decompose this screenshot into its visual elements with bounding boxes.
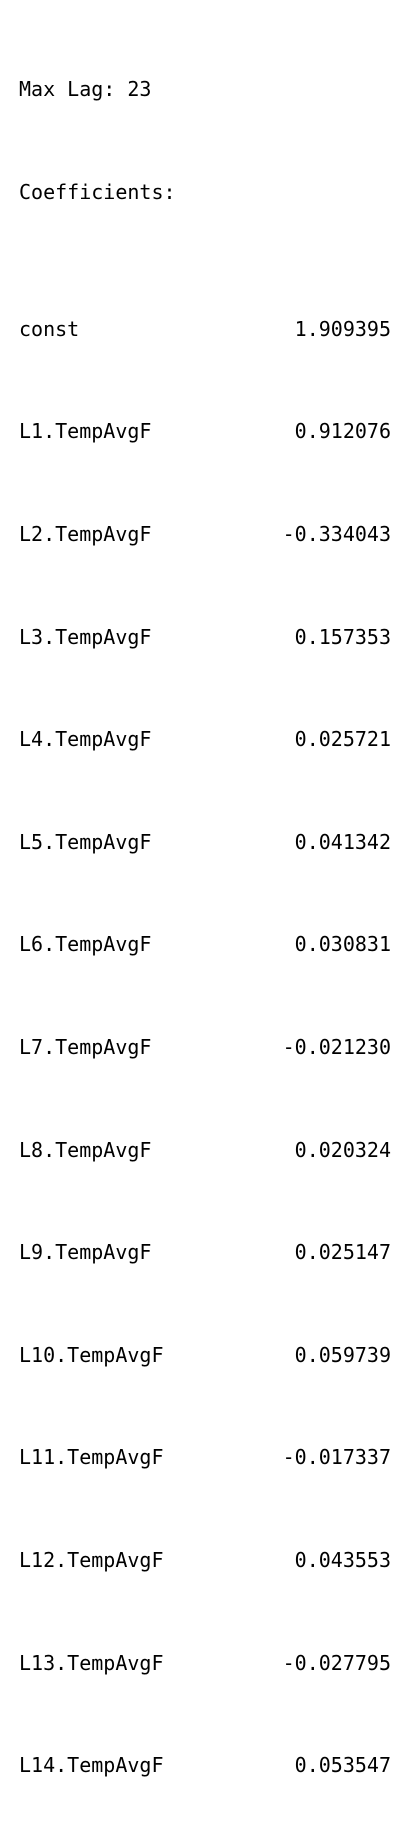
coef-name: L14.TempAvgF (19, 1753, 164, 1778)
coef-name: L7.TempAvgF (19, 1034, 152, 1059)
coef-row: L12.TempAvgF 0.043553 (19, 1543, 391, 1577)
coef-row: L1.TempAvgF 0.912076 (19, 414, 391, 448)
coef-value: 0.912076 (294, 419, 391, 444)
coef-name: L9.TempAvgF (19, 1240, 152, 1265)
coef-row: const 1.909395 (19, 312, 391, 346)
coef-name: L3.TempAvgF (19, 624, 152, 649)
coef-name: L2.TempAvgF (19, 521, 152, 546)
coef-name: const (19, 316, 80, 341)
coef-value: 0.020324 (294, 1137, 391, 1162)
coef-value: 0.030831 (294, 932, 391, 957)
coef-row: L2.TempAvgF -0.334043 (19, 517, 391, 551)
coef-row: L13.TempAvgF -0.027795 (19, 1646, 391, 1680)
max-lag-line: Max Lag: 23 (19, 77, 152, 102)
coef-value: 0.041342 (294, 829, 391, 854)
coef-row: L6.TempAvgF 0.030831 (19, 927, 391, 961)
coefficients-output: Max Lag: 23 Coefficients: const 1.909395 … (19, 4, 391, 1840)
coef-name: L13.TempAvgF (19, 1650, 164, 1675)
coef-value: 0.059739 (294, 1342, 391, 1367)
coef-row: L7.TempAvgF -0.021230 (19, 1030, 391, 1064)
coef-row: L5.TempAvgF 0.041342 (19, 825, 391, 859)
coefficients-heading: Coefficients: (19, 180, 176, 204)
coef-name: L11.TempAvgF (19, 1445, 164, 1470)
coef-value: -0.017337 (282, 1445, 391, 1470)
coef-row: L14.TempAvgF 0.053547 (19, 1748, 391, 1782)
coef-row: L11.TempAvgF -0.017337 (19, 1440, 391, 1474)
coef-name: L6.TempAvgF (19, 932, 152, 957)
coef-row: L8.TempAvgF 0.020324 (19, 1133, 391, 1167)
coef-name: L4.TempAvgF (19, 727, 152, 752)
coef-name: L5.TempAvgF (19, 829, 152, 854)
coef-row: L3.TempAvgF 0.157353 (19, 620, 391, 654)
coef-value: 0.053547 (294, 1753, 391, 1778)
coef-value: -0.027795 (282, 1650, 391, 1675)
coef-value: 0.025147 (294, 1240, 391, 1265)
coef-value: -0.334043 (282, 521, 391, 546)
coef-value: 0.025721 (294, 727, 391, 752)
coef-row: L4.TempAvgF 0.025721 (19, 722, 391, 756)
coef-name: L12.TempAvgF (19, 1547, 164, 1572)
coef-name: L1.TempAvgF (19, 419, 152, 444)
coef-name: L10.TempAvgF (19, 1342, 164, 1367)
coef-row: L9.TempAvgF 0.025147 (19, 1235, 391, 1269)
coef-value: 0.157353 (294, 624, 391, 649)
coef-row: L10.TempAvgF 0.059739 (19, 1338, 391, 1372)
coef-value: 1.909395 (294, 316, 391, 341)
coef-value: 0.043553 (294, 1547, 391, 1572)
coef-value: -0.021230 (282, 1034, 391, 1059)
coef-name: L8.TempAvgF (19, 1137, 152, 1162)
